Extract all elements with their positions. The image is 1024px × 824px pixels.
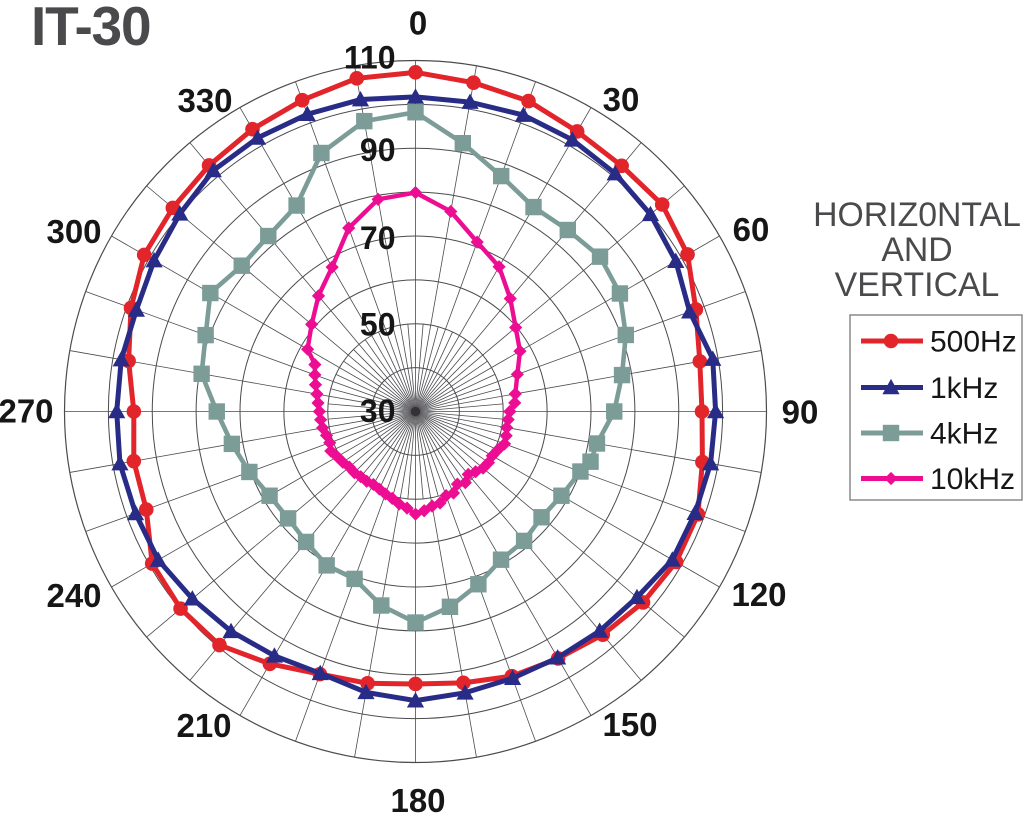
svg-text:90: 90 (360, 132, 396, 168)
svg-text:120: 120 (731, 576, 786, 613)
svg-text:50: 50 (360, 307, 396, 343)
svg-text:240: 240 (46, 577, 101, 614)
svg-text:330: 330 (177, 82, 232, 119)
svg-text:60: 60 (733, 211, 770, 248)
svg-text:HORIZ0NTAL: HORIZ0NTAL (813, 196, 1021, 234)
svg-text:1kHz: 1kHz (930, 372, 998, 405)
svg-text:150: 150 (602, 706, 657, 743)
svg-text:0: 0 (409, 5, 427, 42)
svg-text:30: 30 (603, 81, 640, 118)
svg-text:4kHz: 4kHz (930, 418, 998, 451)
svg-text:270: 270 (0, 393, 54, 430)
svg-text:90: 90 (782, 394, 819, 431)
svg-text:10kHz: 10kHz (930, 463, 1015, 496)
svg-text:210: 210 (176, 707, 231, 744)
svg-text:300: 300 (46, 213, 101, 250)
svg-text:180: 180 (390, 782, 445, 819)
svg-text:110: 110 (344, 40, 396, 76)
svg-text:AND: AND (881, 231, 952, 269)
svg-text:IT-30: IT-30 (31, 0, 150, 57)
svg-text:500Hz: 500Hz (930, 326, 1017, 359)
svg-text:70: 70 (360, 220, 396, 256)
svg-text:VERTICAL: VERTICAL (835, 266, 1000, 304)
svg-text:30: 30 (360, 393, 396, 429)
